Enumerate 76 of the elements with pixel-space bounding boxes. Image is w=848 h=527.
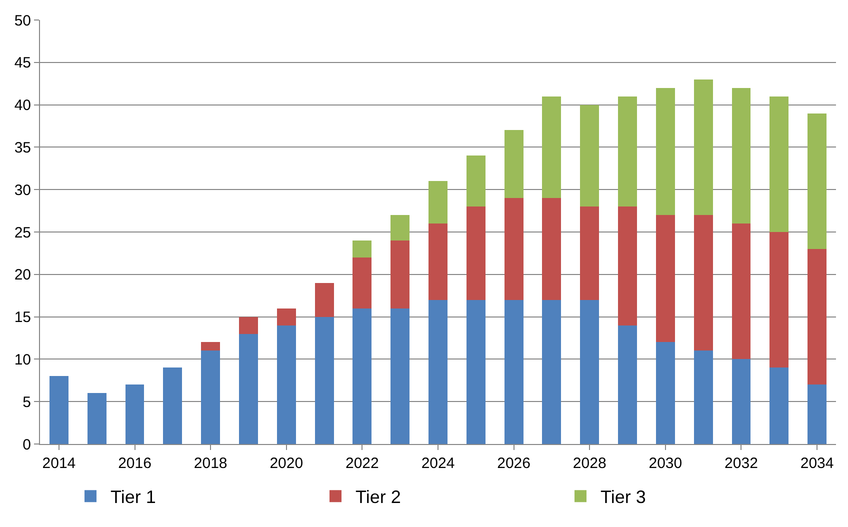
bar bbox=[352, 240, 372, 258]
bar bbox=[390, 215, 410, 240]
bar bbox=[428, 300, 448, 444]
y-tick-label: 50 bbox=[14, 12, 31, 30]
y-tick-label: 20 bbox=[14, 266, 31, 284]
bar bbox=[163, 368, 182, 444]
y-tick-label: 15 bbox=[14, 309, 31, 326]
x-tick-label: 2034 bbox=[800, 455, 834, 472]
y-tick-label: 25 bbox=[14, 224, 31, 242]
bar bbox=[808, 384, 827, 444]
x-tick-label: 2018 bbox=[194, 455, 228, 472]
bar bbox=[276, 325, 296, 444]
bar bbox=[580, 104, 600, 207]
bar bbox=[390, 240, 410, 308]
bar bbox=[201, 350, 220, 444]
bar bbox=[618, 325, 637, 444]
bar bbox=[580, 300, 600, 444]
bar bbox=[656, 88, 675, 216]
bar bbox=[656, 215, 675, 342]
x-tick-label: 2024 bbox=[421, 455, 455, 472]
bar bbox=[352, 308, 372, 444]
bar bbox=[314, 282, 334, 317]
y-tick-label: 35 bbox=[14, 139, 31, 156]
bar bbox=[428, 181, 448, 224]
bar bbox=[542, 198, 562, 300]
bar bbox=[504, 300, 524, 444]
bar bbox=[49, 376, 68, 444]
bar bbox=[542, 96, 562, 198]
bar bbox=[542, 300, 562, 444]
bar bbox=[276, 308, 296, 326]
legend-label: Tier 3 bbox=[600, 487, 646, 508]
bar bbox=[87, 393, 106, 444]
bar bbox=[125, 384, 144, 444]
bar bbox=[390, 308, 410, 444]
bar bbox=[694, 350, 713, 444]
bar bbox=[314, 316, 334, 444]
x-tick-label: 2014 bbox=[42, 455, 76, 472]
x-tick-label: 2030 bbox=[648, 455, 682, 472]
y-tick-label: 30 bbox=[14, 182, 31, 199]
legend-label: Tier 2 bbox=[356, 487, 401, 508]
x-tick-label: 2022 bbox=[346, 455, 379, 472]
bar bbox=[504, 198, 524, 300]
x-tick-label: 2020 bbox=[270, 455, 304, 472]
y-tick-label: 40 bbox=[14, 97, 31, 114]
bar bbox=[618, 206, 637, 326]
bar bbox=[770, 232, 789, 368]
bar bbox=[428, 224, 448, 300]
bar bbox=[770, 368, 789, 444]
bar bbox=[732, 88, 751, 224]
bar bbox=[201, 342, 220, 351]
x-tick-label: 2016 bbox=[118, 455, 152, 472]
x-tick-label: 2026 bbox=[497, 455, 530, 472]
bar bbox=[466, 156, 486, 207]
y-tick-label: 45 bbox=[14, 54, 31, 72]
bar bbox=[770, 96, 789, 232]
bar bbox=[808, 248, 827, 385]
y-tick-label: 0 bbox=[22, 436, 31, 454]
bar bbox=[352, 257, 372, 308]
bar bbox=[504, 130, 524, 198]
bar bbox=[580, 206, 600, 300]
bar bbox=[808, 113, 827, 249]
x-tick-label: 2028 bbox=[572, 455, 606, 472]
bar bbox=[694, 215, 713, 351]
legend-label: Tier 1 bbox=[110, 487, 156, 508]
bar bbox=[732, 359, 751, 444]
bar bbox=[239, 334, 258, 444]
bar bbox=[656, 342, 675, 444]
bar bbox=[466, 206, 486, 300]
bar bbox=[618, 96, 637, 207]
y-tick-label: 5 bbox=[22, 394, 31, 411]
y-tick-label: 10 bbox=[14, 351, 31, 368]
bar bbox=[732, 224, 751, 360]
bar bbox=[239, 316, 258, 334]
bar bbox=[694, 79, 713, 216]
x-tick-label: 2032 bbox=[724, 455, 758, 472]
bar bbox=[466, 300, 486, 444]
